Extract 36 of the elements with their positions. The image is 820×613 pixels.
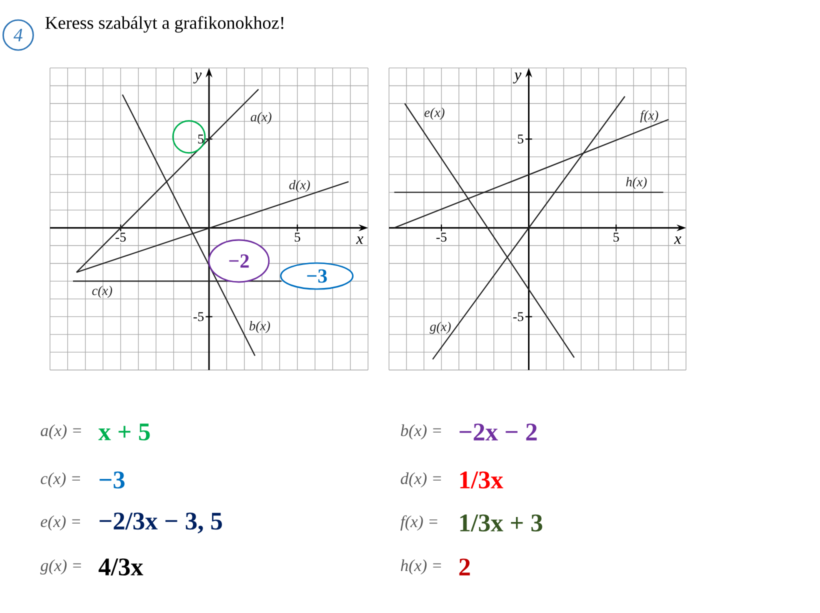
series-label: b(x) (249, 320, 270, 334)
series-label: f(x) (640, 110, 658, 122)
text: 1/3x (460, 471, 504, 488)
series-label: e(x) (424, 108, 444, 120)
x-tick-label: -5 (436, 232, 446, 242)
text: b(x) = (400, 424, 441, 440)
chart-title: Keress szabályt a grafikonokhoz! (45, 16, 284, 33)
text: a(x) = (40, 424, 81, 440)
x-axis-title: x (356, 236, 364, 244)
series-label: h(x) (626, 176, 647, 190)
x-axis-title: x (674, 236, 682, 244)
text: −3 (100, 471, 125, 488)
y-axis-title: y (512, 72, 522, 84)
series-label: g(x) (430, 322, 451, 334)
series-label: d(x) (289, 180, 310, 192)
series-label: c(x) (92, 286, 112, 298)
annotation: −2 (229, 254, 249, 268)
text: 4 (14, 28, 22, 42)
text: g(x) = (40, 559, 81, 575)
series-label: a(x) (250, 112, 272, 124)
text: e(x) = (40, 515, 80, 531)
x-tick-label: 5 (294, 232, 300, 242)
annotation: −3 (307, 269, 327, 283)
text: 4/3x (98, 558, 144, 576)
text: c(x) = (40, 472, 80, 488)
text: h(x) = (400, 559, 441, 575)
text: x + 5 (98, 424, 150, 440)
text: 1/3x + 3 (460, 514, 542, 532)
text: d(x) = (400, 472, 441, 488)
x-tick-label: -5 (116, 232, 126, 242)
text: −2x − 2 (460, 424, 537, 440)
y-axis-title: y (193, 72, 202, 84)
text: −2/3x − 3, 5 (100, 512, 222, 534)
text: 2 (459, 558, 470, 576)
text: f(x) = (400, 515, 438, 531)
x-tick-label: 5 (614, 232, 619, 242)
